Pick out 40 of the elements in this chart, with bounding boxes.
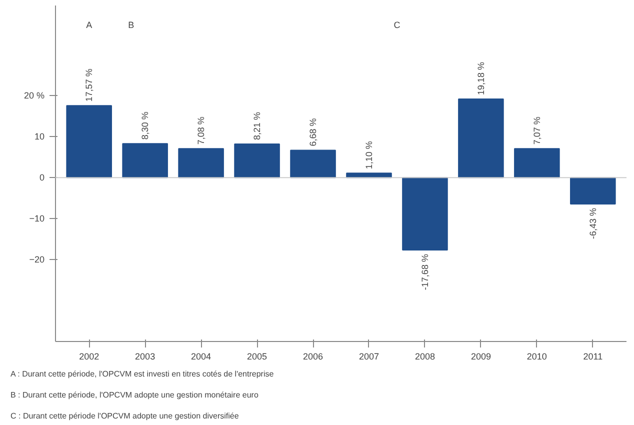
bar — [514, 148, 560, 178]
data-label: 19,18 % — [476, 62, 486, 96]
annotation: C — [394, 20, 401, 30]
data-label: 7,07 % — [532, 116, 542, 145]
bar — [178, 148, 224, 178]
bar — [66, 105, 112, 178]
x-tick-label: 2009 — [470, 352, 491, 362]
data-label: 1,10 % — [364, 141, 374, 170]
text: C : Durant cette période l'OPCVM adopte une gestion diversifiée — [10, 412, 240, 420]
x-tick-label: 2004 — [191, 352, 212, 362]
y-tick-label: 0 — [39, 172, 45, 183]
text: B : Durant cette période, l'OPCVM adopte une gestion monétaire euro — [10, 390, 259, 400]
x-tick-label: 2005 — [247, 352, 268, 362]
text: A : Durant cette période, l'OPCVM est investi en titres cotés de l'entreprise — [10, 370, 274, 378]
annotation: B — [128, 20, 134, 30]
x-tick-label: 2006 — [303, 352, 324, 362]
y-tick-label: 20 % — [24, 90, 44, 101]
bar — [122, 143, 168, 178]
bar — [402, 177, 448, 251]
data-label: -17,68 % — [420, 254, 430, 290]
x-tick-label: 2003 — [135, 352, 156, 362]
x-tick-label: 2008 — [414, 352, 435, 362]
bar — [570, 177, 616, 204]
data-label: -6,43 % — [588, 208, 598, 239]
data-label: 8,21 % — [252, 112, 262, 140]
bar — [290, 150, 336, 178]
data-label: 17,57 % — [84, 68, 94, 102]
annotation: A — [86, 20, 92, 30]
data-label: 6,68 % — [308, 118, 318, 146]
data-label: 8,30 % — [140, 112, 150, 140]
y-tick-label: −10 — [29, 214, 45, 224]
bar — [234, 143, 280, 178]
y-tick-label: −20 — [29, 254, 45, 265]
x-tick-label: 2002 — [79, 352, 100, 362]
x-tick-label: 2010 — [526, 352, 547, 362]
bar — [458, 98, 504, 178]
y-tick-label: 10 — [34, 132, 45, 142]
data-label: 7,08 % — [196, 116, 206, 145]
x-tick-label: 2011 — [583, 352, 603, 362]
x-tick-label: 2007 — [358, 352, 380, 362]
